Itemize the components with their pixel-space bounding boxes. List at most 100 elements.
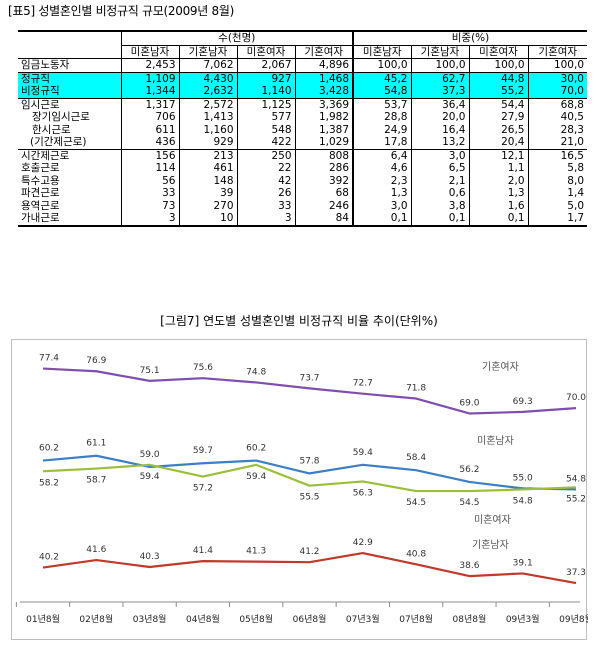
series-line xyxy=(42,454,577,491)
table-cell: 100,0 xyxy=(352,58,412,72)
table-cell: 16,5 xyxy=(527,148,587,162)
data-label: 54.8 xyxy=(513,496,533,506)
table-cell: 6,4 xyxy=(352,148,412,162)
data-label: 56.3 xyxy=(353,488,373,498)
data-label: 77.4 xyxy=(39,354,59,364)
series-line xyxy=(42,367,577,415)
table-cell: 16,4 xyxy=(410,123,470,136)
data-label: 69.3 xyxy=(513,397,533,407)
data-label: 59.4 xyxy=(246,472,266,482)
data-label: 41.4 xyxy=(193,546,213,556)
table-cell: 21,0 xyxy=(527,136,587,149)
column-header: 기혼남자 xyxy=(178,44,238,59)
row-label: 정규직 xyxy=(18,71,122,85)
x-tick-label: 07년8월 xyxy=(399,613,433,625)
table-cell: 53,7 xyxy=(352,97,412,111)
table-cell: 40,5 xyxy=(527,111,587,124)
table-row: 정규직 1,109 4,430 927 1,468 45,2 62,7 44,8 30,0 xyxy=(18,71,587,85)
x-tick-label: 07년3월 xyxy=(346,613,380,625)
table-cell: 17,8 xyxy=(352,136,412,149)
x-tick-label: 02년8월 xyxy=(79,613,113,625)
table-cell: 100,0 xyxy=(527,58,587,72)
table-cell: 100,0 xyxy=(410,58,470,72)
table-cell: 27,9 xyxy=(468,111,529,124)
table-cell: 0,1 xyxy=(410,212,470,227)
table-cell: 37,3 xyxy=(410,85,470,98)
table-cell: 250 xyxy=(236,148,296,162)
table-cell: 246 xyxy=(294,199,354,212)
x-tick-label: 05년8월 xyxy=(239,613,273,625)
table-cell: 1,125 xyxy=(236,97,296,111)
table-row: 한시근로 611 1,160 548 1,387 24,9 16,4 26,5 28,3 xyxy=(18,123,587,136)
table-row: 임금노동자 2,453 7,062 2,067 4,896 100,0 100,0 100,0… xyxy=(18,58,587,72)
row-label: 용역근로 xyxy=(18,199,122,212)
data-label: 58.7 xyxy=(86,476,106,486)
table-cell: 3,369 xyxy=(294,97,354,111)
table-cell: 2,3 xyxy=(352,174,412,187)
data-label: 54.5 xyxy=(406,498,426,508)
data-label: 70.0 xyxy=(566,393,586,403)
data-label: 40.3 xyxy=(140,552,160,562)
table-cell: 577 xyxy=(236,111,296,124)
x-tick-label: 01년8월 xyxy=(26,613,60,625)
table-row: 장기임시근로 706 1,413 577 1,982 28,8 20,0 27,9 40,5 xyxy=(18,111,587,124)
table-cell: 2,453 xyxy=(120,58,180,72)
table-title: [표5] 성별혼인별 비정규직 규모(2009년 8월) xyxy=(8,4,234,18)
row-label: 가내근로 xyxy=(18,212,122,227)
x-tick-label: 06년8월 xyxy=(293,613,327,625)
table-cell: 55,2 xyxy=(468,85,529,98)
data-label: 60.2 xyxy=(246,444,266,454)
data-label: 38.6 xyxy=(459,561,479,571)
header-corner xyxy=(18,30,122,59)
column-header: 미혼남자 xyxy=(120,44,180,59)
data-label: 75.1 xyxy=(140,366,160,376)
table-cell: 20,4 xyxy=(468,136,529,149)
table-cell: 10 xyxy=(178,212,238,227)
data-label: 59.4 xyxy=(353,448,373,458)
table-cell: 436 xyxy=(120,136,180,149)
table-cell: 26 xyxy=(236,187,296,200)
table-cell: 611 xyxy=(120,123,180,136)
table-cell: 1,7 xyxy=(527,212,587,227)
row-label: (기간제근로) xyxy=(18,136,122,149)
data-label: 58.2 xyxy=(39,478,59,488)
table-cell: 4,896 xyxy=(294,58,354,72)
table-cell: 13,2 xyxy=(410,136,470,149)
series-0: 77.4 76.9 75.1 75.6 74.8 73.7 72.7 71.8 69.0 69.3… xyxy=(39,354,586,415)
data-label: 54.8 xyxy=(566,474,586,484)
table-cell: 36,4 xyxy=(410,97,470,111)
row-label: 비정규직 xyxy=(18,85,122,98)
table-cell: 24,9 xyxy=(352,123,412,136)
table-row: 임시근로 1,317 2,572 1,125 3,369 53,7 36,4 54,4 68,8 xyxy=(18,97,587,111)
table-cell: 73 xyxy=(120,199,180,212)
table-cell: 22 xyxy=(236,162,296,175)
data-label: 57.2 xyxy=(193,484,213,494)
table-cell: 548 xyxy=(236,123,296,136)
table-cell: 56 xyxy=(120,174,180,187)
data-label: 59.7 xyxy=(193,446,213,456)
row-label: 파견근로 xyxy=(18,187,122,200)
table-row: 비정규직 1,344 2,632 1,140 3,428 54,8 37,3 55,2 70,0 xyxy=(18,85,587,98)
series-line xyxy=(42,551,577,585)
table-cell: 84 xyxy=(294,212,354,227)
row-label: 임금노동자 xyxy=(18,58,122,72)
table-cell: 70,0 xyxy=(527,85,587,98)
data-label: 41.6 xyxy=(86,545,106,555)
table-cell: 42 xyxy=(236,174,296,187)
data-label: 69.0 xyxy=(459,398,479,408)
table-cell: 2,572 xyxy=(178,97,238,111)
group-header-count: 수(천명) xyxy=(120,30,354,46)
row-label: 장기임시근로 xyxy=(18,111,122,124)
series-label: 기혼여자 xyxy=(482,360,519,373)
data-label: 59.4 xyxy=(140,472,160,482)
data-label: 72.7 xyxy=(353,379,373,389)
data-label: 55.0 xyxy=(513,473,533,483)
table-cell: 2,0 xyxy=(468,174,529,187)
data-label: 58.4 xyxy=(406,453,426,463)
table-cell: 929 xyxy=(178,136,238,149)
data-label: 39.1 xyxy=(513,558,533,568)
table-cell: 20,0 xyxy=(410,111,470,124)
series-label: 미혼여자 xyxy=(474,513,511,526)
column-header: 미혼여자 xyxy=(236,44,296,59)
table-row: 파견근로 33 39 26 68 1,3 0,6 1,3 1,4 xyxy=(18,187,587,200)
